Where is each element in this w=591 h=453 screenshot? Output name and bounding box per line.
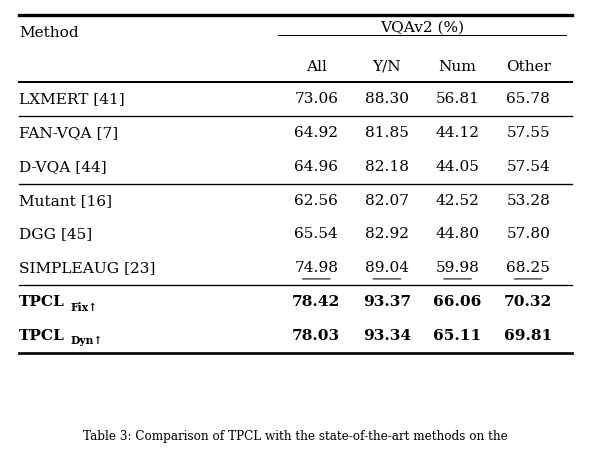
Text: 57.80: 57.80 xyxy=(506,227,550,241)
Text: Mutant [16]: Mutant [16] xyxy=(19,193,112,207)
Text: Num: Num xyxy=(439,60,476,74)
Text: 78.03: 78.03 xyxy=(292,329,340,343)
Text: 93.34: 93.34 xyxy=(363,329,411,343)
Text: FAN-VQA [7]: FAN-VQA [7] xyxy=(19,126,118,140)
Text: 89.04: 89.04 xyxy=(365,261,409,275)
Text: TPCL: TPCL xyxy=(19,295,65,309)
Text: SIMPLEAUG [23]: SIMPLEAUG [23] xyxy=(19,261,155,275)
Text: Other: Other xyxy=(505,60,550,74)
Text: 82.18: 82.18 xyxy=(365,160,409,174)
Text: 78.42: 78.42 xyxy=(292,295,340,309)
Text: Fix↑: Fix↑ xyxy=(71,302,98,313)
Text: DGG [45]: DGG [45] xyxy=(19,227,92,241)
Text: 59.98: 59.98 xyxy=(436,261,479,275)
Text: 64.92: 64.92 xyxy=(294,126,338,140)
Text: 57.54: 57.54 xyxy=(506,160,550,174)
Text: Table 3: Comparison of TPCL with the state-of-the-art methods on the: Table 3: Comparison of TPCL with the sta… xyxy=(83,429,508,443)
Text: Method: Method xyxy=(19,26,79,40)
Text: 68.25: 68.25 xyxy=(506,261,550,275)
Text: 88.30: 88.30 xyxy=(365,92,409,106)
Text: VQAv2 (%): VQAv2 (%) xyxy=(380,20,464,34)
Text: 66.06: 66.06 xyxy=(433,295,482,309)
Text: All: All xyxy=(306,60,326,74)
Text: TPCL: TPCL xyxy=(19,329,65,343)
Text: LXMERT [41]: LXMERT [41] xyxy=(19,92,125,106)
Text: 74.98: 74.98 xyxy=(294,261,338,275)
Text: 53.28: 53.28 xyxy=(506,193,550,207)
Text: 70.32: 70.32 xyxy=(504,295,552,309)
Text: 73.06: 73.06 xyxy=(294,92,338,106)
Text: 62.56: 62.56 xyxy=(294,193,338,207)
Text: D-VQA [44]: D-VQA [44] xyxy=(19,160,107,174)
Text: 56.81: 56.81 xyxy=(436,92,479,106)
Text: 57.55: 57.55 xyxy=(506,126,550,140)
Text: 64.96: 64.96 xyxy=(294,160,338,174)
Text: Y/N: Y/N xyxy=(372,60,401,74)
Text: 44.12: 44.12 xyxy=(436,126,479,140)
Text: 65.78: 65.78 xyxy=(506,92,550,106)
Text: 82.07: 82.07 xyxy=(365,193,409,207)
Text: 69.81: 69.81 xyxy=(504,329,552,343)
Text: 44.80: 44.80 xyxy=(436,227,479,241)
Text: 65.11: 65.11 xyxy=(433,329,482,343)
Text: 81.85: 81.85 xyxy=(365,126,408,140)
Text: 93.37: 93.37 xyxy=(363,295,411,309)
Text: 44.05: 44.05 xyxy=(436,160,479,174)
Text: Dyn↑: Dyn↑ xyxy=(71,335,103,346)
Text: 65.54: 65.54 xyxy=(294,227,338,241)
Text: 42.52: 42.52 xyxy=(436,193,479,207)
Text: 82.92: 82.92 xyxy=(365,227,409,241)
